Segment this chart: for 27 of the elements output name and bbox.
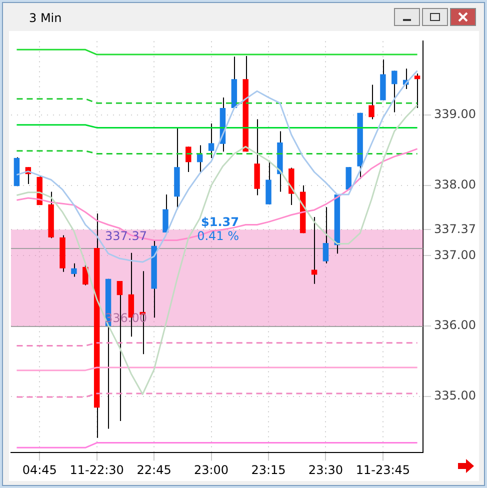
candlestick bbox=[82, 262, 88, 286]
y-tick-label: 335.00 bbox=[434, 388, 476, 402]
x-tick-label: 11-22:30 bbox=[70, 462, 124, 477]
candlestick bbox=[162, 194, 168, 233]
x-tick-label: 23:15 bbox=[251, 462, 286, 477]
x-tick-label: 22:45 bbox=[136, 462, 172, 477]
candlestick bbox=[322, 206, 329, 264]
candlestick bbox=[196, 144, 203, 173]
candlestick bbox=[71, 262, 77, 278]
candlestick bbox=[414, 73, 420, 109]
y-tick-label: 336.00 bbox=[434, 318, 476, 332]
y-tick-label: 338.00 bbox=[434, 177, 476, 192]
candlestick bbox=[368, 84, 374, 120]
annotation: $1.37 bbox=[201, 214, 239, 229]
candlestick bbox=[392, 70, 398, 113]
candlestick bbox=[208, 122, 214, 158]
annotation: 337.37 bbox=[105, 228, 147, 243]
y-tick-label: 337.00 bbox=[434, 248, 476, 262]
x-tick-label: 04:45 bbox=[22, 462, 57, 477]
y-tick-label: 339.00 bbox=[434, 107, 476, 122]
x-tick-label: 11-23:45 bbox=[356, 462, 410, 477]
x-tick-label: 23:00 bbox=[194, 462, 229, 477]
annotation: 0.41 % bbox=[197, 228, 239, 243]
chart-title: 3 Min bbox=[29, 11, 62, 25]
candlestick bbox=[186, 146, 192, 173]
y-tick-label: 337.37 bbox=[434, 222, 476, 236]
x-tick-label: 23:30 bbox=[308, 462, 344, 477]
